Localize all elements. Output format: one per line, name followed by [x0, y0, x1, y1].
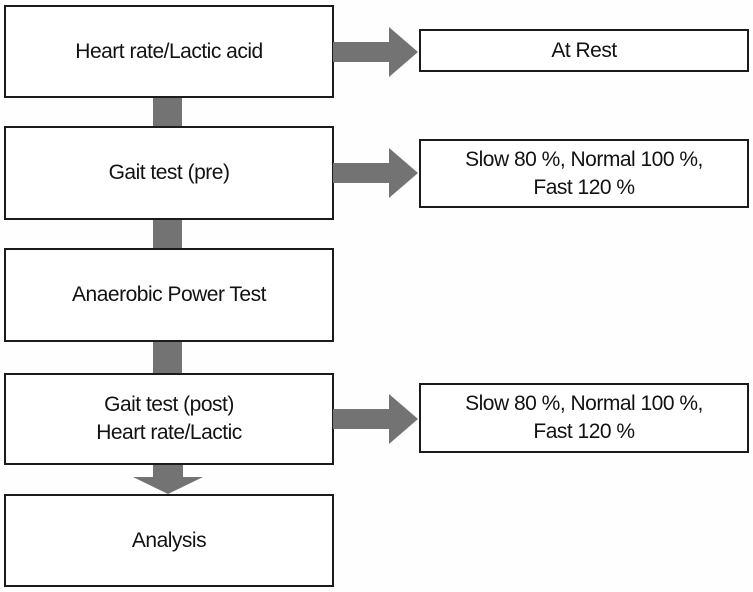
detail-box-gait-speeds-post: Slow 80 %, Normal 100 %, Fast 120 %: [419, 383, 749, 453]
flow-box-label: Anaerobic Power Test: [72, 283, 266, 307]
flow-box-anaerobic-power-test: Anaerobic Power Test: [4, 248, 334, 342]
arrow-right-icon: [333, 394, 418, 444]
flow-box-label: Heart rate/Lactic acid: [75, 39, 263, 63]
vertical-connector: [153, 342, 182, 373]
flow-box-gait-test-pre: Gait test (pre): [4, 126, 334, 220]
arrow-right-icon: [333, 148, 418, 198]
flow-box-label: Gait test (post) Heart rate/Lactic: [96, 393, 242, 444]
flow-box-analysis: Analysis: [4, 494, 334, 587]
detail-box-label: At Rest: [551, 38, 617, 62]
vertical-connector: [153, 98, 182, 126]
arrow-down-icon: [133, 465, 203, 494]
detail-box-at-rest: At Rest: [419, 29, 749, 72]
vertical-connector: [153, 220, 182, 248]
arrow-right-icon: [333, 27, 418, 77]
detail-box-label: Slow 80 %, Normal 100 %, Fast 120 %: [465, 147, 703, 199]
flow-box-gait-test-post: Gait test (post) Heart rate/Lactic: [4, 373, 334, 465]
flow-box-label: Analysis: [131, 528, 207, 552]
detail-box-label: Slow 80 %, Normal 100 %, Fast 120 %: [465, 392, 703, 443]
flow-box-heart-rate-lactic-acid: Heart rate/Lactic acid: [4, 5, 334, 98]
detail-box-gait-speeds-pre: Slow 80 %, Normal 100 %, Fast 120 %: [419, 139, 749, 208]
flow-box-label: Gait test (pre): [108, 161, 230, 185]
